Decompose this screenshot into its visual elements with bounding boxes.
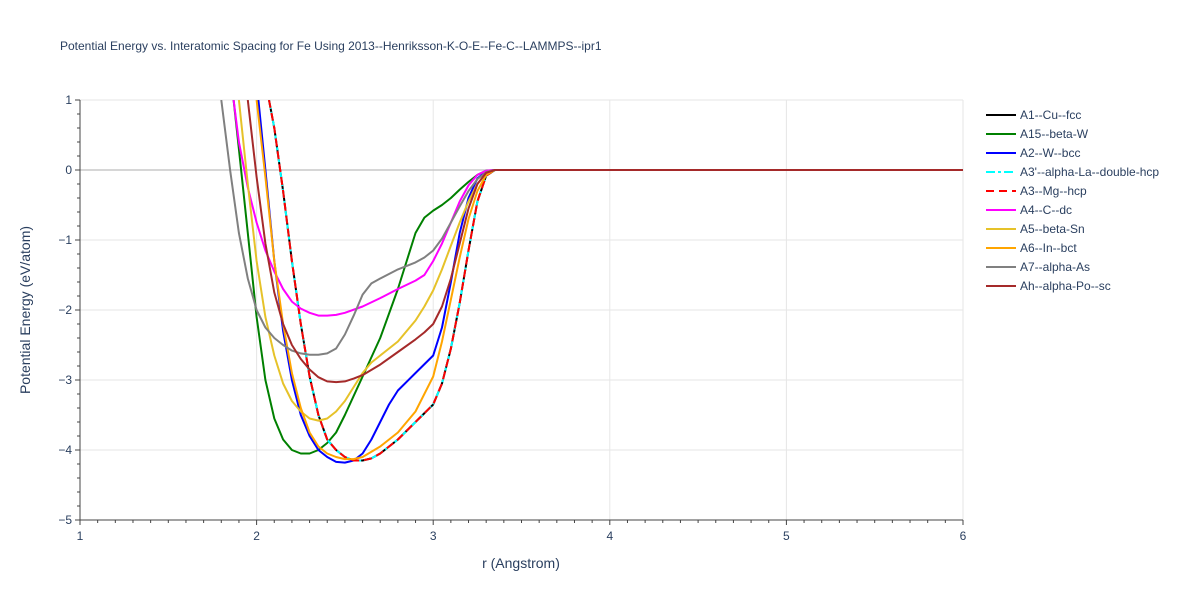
y-tick-label: 0	[65, 163, 72, 177]
x-tick-label: 3	[430, 529, 437, 543]
x-tick-label: 4	[606, 529, 613, 543]
legend: A1--Cu--fcc A15--beta-W A2--W--bcc A3'--alp…	[986, 108, 1159, 293]
y-tick-label: −2	[58, 303, 72, 317]
x-tick-label: 1	[77, 529, 84, 543]
x-tick-labels: 1 2 3 4 5 6	[77, 529, 967, 543]
series-line	[246, 100, 963, 384]
y-tick-label: −5	[58, 513, 72, 527]
legend-label: A1--Cu--fcc	[1020, 108, 1081, 122]
legend-label: Ah--alpha-Po--sc	[1020, 279, 1111, 293]
x-tick-label: 2	[253, 529, 260, 543]
series-line	[220, 100, 963, 356]
series-line	[232, 100, 963, 317]
axes	[75, 99, 964, 525]
x-tick-label: 5	[783, 529, 790, 543]
legend-label: A7--alpha-As	[1020, 260, 1090, 274]
legend-label: A15--beta-W	[1020, 127, 1089, 141]
y-tick-label: 1	[65, 93, 72, 107]
y-axis-title: Potential Energy (eV/atom)	[17, 226, 33, 394]
y-tick-label: −4	[58, 443, 72, 457]
y-tick-label: −1	[58, 233, 72, 247]
legend-label: A3--Mg--hcp	[1020, 184, 1087, 198]
legend-label: A4--C--dc	[1020, 203, 1072, 217]
series-line	[255, 100, 963, 461]
y-tick-label: −3	[58, 373, 72, 387]
legend-label: A2--W--bcc	[1020, 146, 1080, 160]
legend-label: A6--In--bct	[1020, 241, 1077, 255]
legend-label: A5--beta-Sn	[1020, 222, 1085, 236]
x-tick-label: 6	[960, 529, 967, 543]
y-tick-labels: 1 0 −1 −2 −3 −4 −5	[58, 93, 72, 527]
series-lines	[220, 100, 963, 464]
legend-label: A3'--alpha-La--double-hcp	[1020, 165, 1159, 179]
chart-title: Potential Energy vs. Interatomic Spacing…	[60, 39, 602, 53]
x-axis-title: r (Angstrom)	[482, 555, 560, 571]
